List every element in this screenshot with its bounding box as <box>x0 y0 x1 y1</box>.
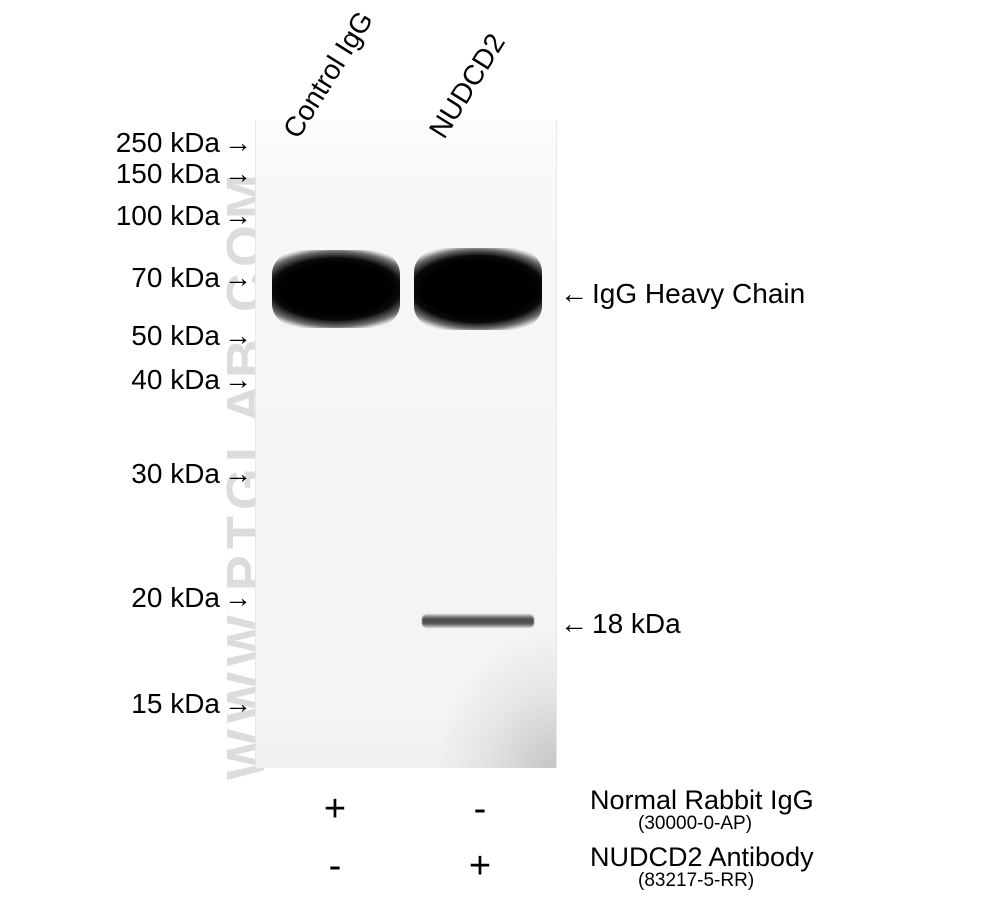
annot-18kda-text: 18 kDa <box>592 608 681 639</box>
blot-membrane <box>255 120 557 768</box>
arrow-right-icon: → <box>224 584 252 612</box>
mw-150: 150 kDa→ <box>80 158 252 190</box>
mw-20: 20 kDa→ <box>80 582 252 614</box>
mw-50: 50 kDa→ <box>80 320 252 352</box>
annot-18kda: ←18 kDa <box>560 608 681 640</box>
band-igg-heavy-lane1 <box>272 250 400 328</box>
arrow-left-icon: ← <box>560 610 588 638</box>
ip-row1-catalog: (30000-0-AP) <box>590 814 814 834</box>
arrow-right-icon: → <box>224 202 252 230</box>
arrow-right-icon: → <box>224 690 252 718</box>
mw-15: 15 kDa→ <box>80 688 252 720</box>
membrane-shading <box>436 628 556 768</box>
figure-root: WWW.PTGLAB.COM Control IgG NUDCD2 250 kD… <box>0 0 1000 903</box>
ipmatrix-r2-c2: + <box>460 845 500 888</box>
ipmatrix-r1-c2: - <box>460 788 500 831</box>
ip-row2-name: NUDCD2 Antibody <box>590 843 814 871</box>
mw-70: 70 kDa→ <box>80 262 252 294</box>
arrow-left-icon: ← <box>560 280 588 308</box>
arrow-right-icon: → <box>224 322 252 350</box>
arrow-right-icon: → <box>224 460 252 488</box>
ip-row1-name: Normal Rabbit IgG <box>590 786 814 814</box>
ip-nudcd2-antibody: NUDCD2 Antibody (83217-5-RR) <box>590 843 814 891</box>
ip-row2-catalog: (83217-5-RR) <box>590 871 814 891</box>
annot-igg-heavy: ←IgG Heavy Chain <box>560 278 805 310</box>
mw-30: 30 kDa→ <box>80 458 252 490</box>
ipmatrix-r1-c1: + <box>315 788 355 831</box>
ip-normal-rabbit-igg: Normal Rabbit IgG (30000-0-AP) <box>590 786 814 834</box>
arrow-right-icon: → <box>224 264 252 292</box>
mw-100-text: 100 kDa <box>116 200 220 231</box>
mw-40: 40 kDa→ <box>80 364 252 396</box>
mw-15-text: 15 kDa <box>131 688 220 719</box>
mw-100: 100 kDa→ <box>80 200 252 232</box>
mw-30-text: 30 kDa <box>131 458 220 489</box>
band-igg-heavy-lane2 <box>414 248 542 330</box>
arrow-right-icon: → <box>224 366 252 394</box>
mw-250-text: 250 kDa <box>116 127 220 158</box>
mw-50-text: 50 kDa <box>131 320 220 351</box>
band-nudcd2-18kda <box>422 614 534 628</box>
arrow-right-icon: → <box>224 160 252 188</box>
annot-igg-heavy-text: IgG Heavy Chain <box>592 278 805 309</box>
mw-40-text: 40 kDa <box>131 364 220 395</box>
mw-20-text: 20 kDa <box>131 582 220 613</box>
ipmatrix-r2-c1: - <box>315 845 355 888</box>
mw-150-text: 150 kDa <box>116 158 220 189</box>
mw-250: 250 kDa→ <box>80 127 252 159</box>
mw-70-text: 70 kDa <box>131 262 220 293</box>
arrow-right-icon: → <box>224 129 252 157</box>
